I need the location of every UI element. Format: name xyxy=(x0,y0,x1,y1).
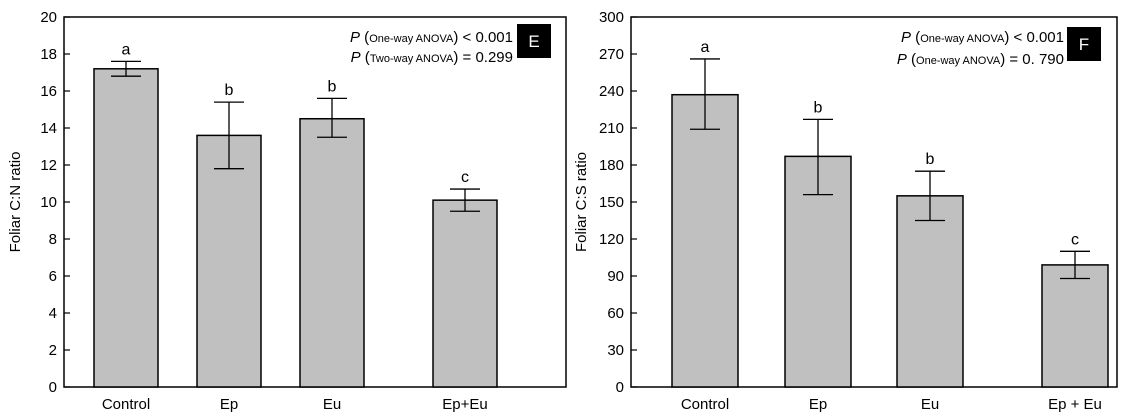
panel-f-significance-letter: b xyxy=(814,99,823,116)
panel-e-category-label: Ep xyxy=(220,396,238,413)
panel-e-stat-annotation-part: P xyxy=(351,49,361,66)
panel-f-category-label: Control xyxy=(681,396,729,413)
panel-e-panel-tag xyxy=(517,24,551,58)
panel-f-bar xyxy=(896,195,964,388)
panel-e-y-tick-label: 0 xyxy=(49,379,57,396)
panel-e-y-tick-label: 4 xyxy=(49,305,57,322)
panel-f-y-tick-label: 0 xyxy=(616,379,624,396)
panel-f-stat-annotation-part: = 0. 790 xyxy=(1005,51,1064,68)
panel-f-y-tick-label: 120 xyxy=(599,231,624,248)
panel-e-significance-letter: b xyxy=(328,78,337,95)
panel-e-stat-annotation-part: Two-way ANOVA xyxy=(370,53,454,65)
panel-e-panel-tag-letter: E xyxy=(528,32,539,51)
panel-e-bar xyxy=(93,68,159,388)
panel-e-significance-letter: b xyxy=(225,82,234,99)
panel-f-significance-letter: c xyxy=(1071,231,1079,248)
panel-f-stat-annotation-part: P xyxy=(901,29,911,46)
panel-e-y-tick-label: 16 xyxy=(40,83,57,100)
panel-f-significance-letter: b xyxy=(926,151,935,168)
panel-e-y-tick-label: 2 xyxy=(49,342,57,359)
panel-f-significance-letter: a xyxy=(701,39,710,56)
panel-e-significance-letter: c xyxy=(461,169,469,186)
panel-e-bar xyxy=(196,134,262,388)
panel-e-bar xyxy=(299,118,365,388)
panel-f-stat-annotation: P (One-way ANOVA) < 0.001 xyxy=(901,29,1064,46)
panel-f-panel-tag xyxy=(1067,27,1101,61)
panel-e-y-tick-label: 12 xyxy=(40,157,57,174)
panel-f-stat-annotation-part: < 0.001 xyxy=(1009,29,1064,46)
panel-f-stat-annotation-part: P xyxy=(897,51,907,68)
panel-e-stat-annotation-part: ( xyxy=(361,49,370,66)
panel-e-stat-annotation: P (Two-way ANOVA) = 0.299 xyxy=(351,49,513,66)
panel-e-category-label: Control xyxy=(102,396,150,413)
panel-e-stat-annotation-part: = 0.299 xyxy=(458,49,513,66)
panel-e-category-label: Eu xyxy=(323,396,341,413)
panel-f-y-tick-label: 270 xyxy=(599,46,624,63)
panel-f-bar xyxy=(1041,264,1109,388)
panel-e-y-tick-label: 14 xyxy=(40,120,57,137)
panel-f-y-tick-label: 180 xyxy=(599,157,624,174)
panel-f-stat-annotation-part: One-way ANOVA xyxy=(916,55,1001,67)
panel-e-stat-annotation-part: ) xyxy=(453,49,458,66)
panel-f-stat-annotation-part: ( xyxy=(907,51,916,68)
panel-e-stat-annotation-part: < 0.001 xyxy=(458,29,513,46)
panel-f-y-tick-label: 150 xyxy=(599,194,624,211)
panel-e-y-tick-label: 6 xyxy=(49,268,57,285)
panel-f-panel-tag-letter: F xyxy=(1079,35,1089,54)
panel-e-stat-annotation: P (One-way ANOVA) < 0.001 xyxy=(350,29,513,46)
panel-f-stat-annotation-part: ) xyxy=(1004,29,1009,46)
panel-f-stat-annotation: P (One-way ANOVA) = 0. 790 xyxy=(897,51,1064,68)
panel-e-y-tick-label: 10 xyxy=(40,194,57,211)
panel-e-stat-annotation-part: ) xyxy=(453,29,458,46)
panel-f-stat-annotation-part: ) xyxy=(1000,51,1005,68)
panel-f-y-tick-label: 30 xyxy=(607,342,624,359)
panel-e-category-label: Ep+Eu xyxy=(442,396,487,413)
panel-e-stat-annotation-part: One-way ANOVA xyxy=(369,33,454,45)
panel-e-stat-annotation-part: ( xyxy=(360,29,369,46)
panel-e-bar xyxy=(432,199,498,388)
panel-f-y-tick-label: 90 xyxy=(607,268,624,285)
panel-f-y-axis-label: Foliar C:S ratio xyxy=(573,152,590,252)
panel-e-y-tick-label: 8 xyxy=(49,231,57,248)
panel-e-y-axis-label: Foliar C:N ratio xyxy=(7,152,24,253)
panel-f-stat-annotation-part: ( xyxy=(911,29,920,46)
panel-f-category-label: Ep xyxy=(809,396,827,413)
panel-e-y-tick-label: 20 xyxy=(40,9,57,26)
panel-f-category-label: Ep + Eu xyxy=(1048,396,1102,413)
panel-f-bar xyxy=(671,93,739,388)
panel-f-y-tick-label: 240 xyxy=(599,83,624,100)
panel-f-y-tick-label: 210 xyxy=(599,120,624,137)
panel-f-stat-annotation-part: One-way ANOVA xyxy=(920,33,1005,45)
panel-e-stat-annotation-part: P xyxy=(350,29,360,46)
panel-f-y-tick-label: 60 xyxy=(607,305,624,322)
panel-e-significance-letter: a xyxy=(122,41,131,58)
panel-f-category-label: Eu xyxy=(921,396,939,413)
panel-e-y-tick-label: 18 xyxy=(40,46,57,63)
panel-f-y-tick-label: 300 xyxy=(599,9,624,26)
